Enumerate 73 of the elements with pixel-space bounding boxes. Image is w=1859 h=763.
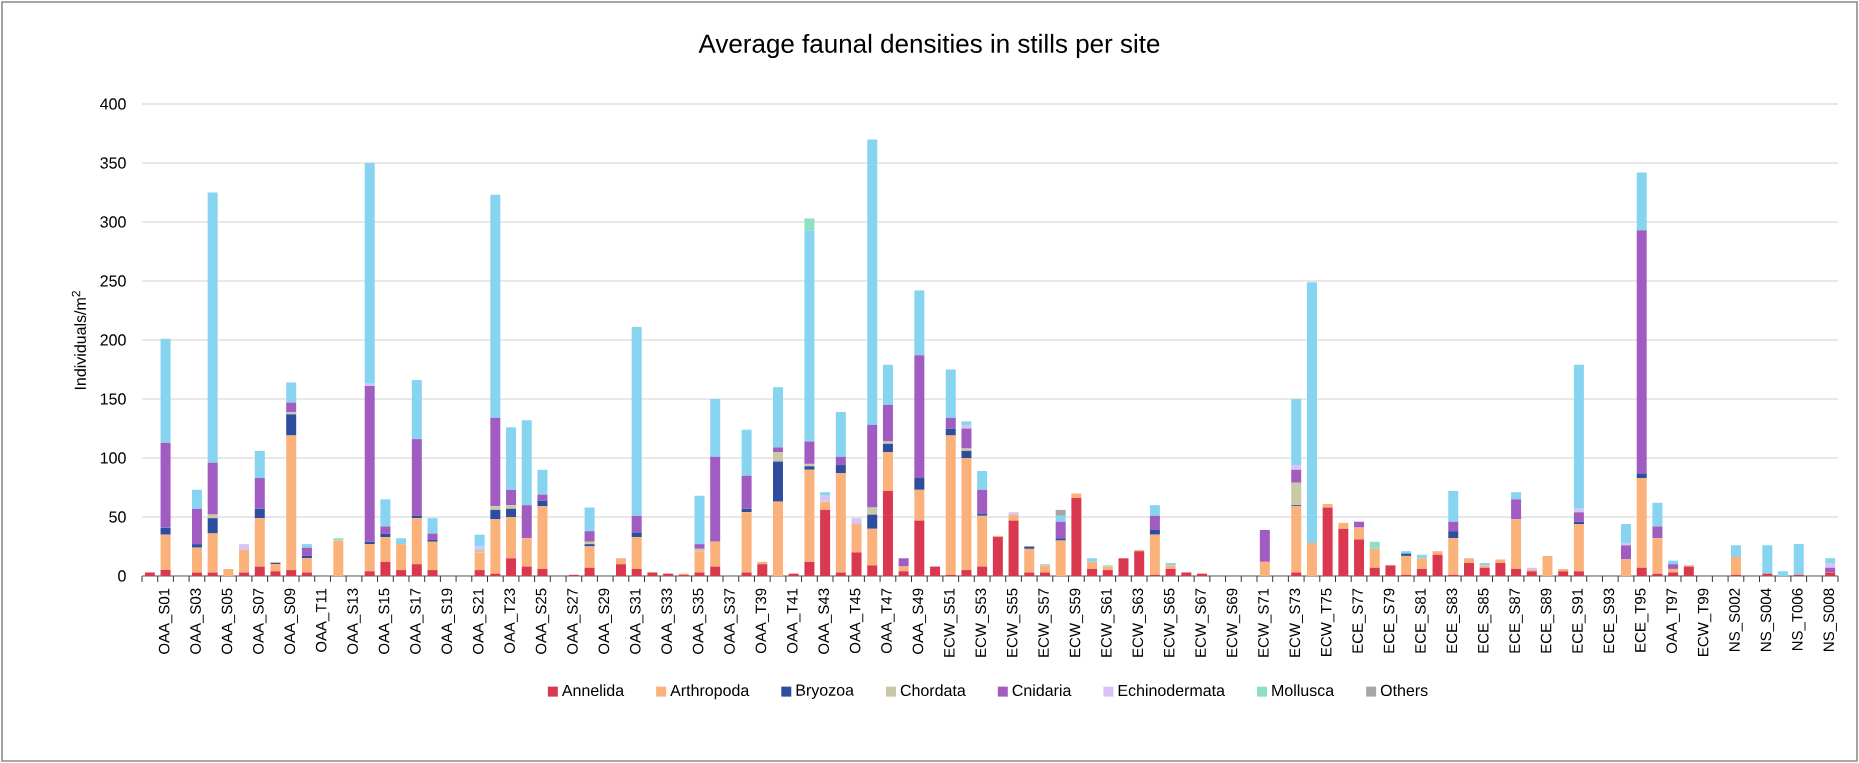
x-tick-label: ECE_S81 [1415,588,1429,653]
y-tick-label: 300 [100,216,126,228]
x-tick-label: ECW_S53 [975,588,989,657]
x-tick-label: OAA_S15 [378,588,393,654]
x-tick-label: ECW_S67 [1195,588,1209,657]
x-tick-label: ECW_S65 [1163,588,1178,657]
x-tick-label: ECW_S61 [1101,588,1115,657]
x-tick-label: OAA_S19 [441,588,455,654]
legend-label: Cnidaria [1012,684,1072,697]
x-tick-label: OAA_S27 [567,588,581,654]
x-tick-label: NS_S002 [1729,588,1743,651]
x-tick-label: ECW_S69 [1226,588,1241,657]
x-tick-label: OAA_S29 [598,588,612,654]
x-tick-label: OAA_T39 [755,588,770,654]
x-tick-label: ECW_S73 [1289,588,1303,657]
x-tick-label: OAA_S21 [472,588,487,654]
x-tick-label: ECE_S91 [1572,588,1586,653]
x-tick-label: ECW_T75 [1320,588,1335,656]
x-tick-label: ECE_S85 [1477,588,1492,653]
x-tick-label: OAA_S17 [410,588,424,654]
x-tick-label: NS_S008 [1823,588,1837,651]
x-tick-label: OAA_T97 [1666,588,1680,654]
x-tick-label: NS_T006 [1792,588,1806,651]
x-tick-label: OAA_S43 [818,588,832,654]
x-tick-label: ECE_S77 [1352,588,1366,653]
y-axis-title: Individuals/m$^{2}$ [71,291,86,390]
x-tick-label: OAA_S07 [253,588,267,654]
x-tick-label: ECE_S93 [1603,588,1618,653]
legend-label: Bryozoa [796,684,854,699]
legend-label: Annelida [561,684,625,697]
legend-label: Arthropoda [670,684,750,700]
y-tick-label: 400 [100,98,126,110]
x-tick-label: ECW_S57 [1038,588,1052,657]
x-tick-label: OAA_S25 [535,588,550,654]
legend-label: Mollusca [1272,684,1335,697]
y-tick-label: 250 [100,275,126,287]
x-tick-label: ECW_S55 [1006,588,1021,657]
x-tick-label: OAA_T23 [504,588,518,654]
x-tick-label: OAA_T11 [315,588,330,652]
x-tick-label: ECE_T95 [1634,588,1649,652]
x-tick-label: ECE_S89 [1540,588,1555,653]
y-tick-label: 200 [100,334,126,346]
x-tick-label: OAA_S01 [158,588,173,654]
x-tick-label: OAA_S49 [912,588,927,654]
x-tick-label: ECW_S63 [1132,588,1146,657]
x-tick-label: ECE_S83 [1446,588,1460,653]
x-tick-label: OAA_S13 [347,588,361,654]
x-tick-label: OAA_S09 [284,588,298,654]
y-tick-label: 0 [118,570,126,582]
x-tick-label: ECW_T99 [1697,588,1712,656]
x-tick-label: OAA_S37 [724,588,738,654]
x-tick-label: OAA_S31 [629,588,644,654]
x-tick-label: OAA_T41 [786,588,801,654]
x-tick-label: ECW_S59 [1069,588,1084,657]
y-tick-label: 350 [100,157,126,169]
x-tick-label: ECE_S79 [1383,588,1398,653]
x-tick-label: OAA_S03 [190,588,204,654]
x-tick-label: OAA_T45 [849,588,864,654]
x-tick-label: NS_S004 [1760,588,1775,651]
y-tick-label: 150 [100,393,126,405]
x-tick-label: ECE_S87 [1509,588,1523,653]
x-tick-label: OAA_S35 [692,588,707,654]
x-tick-label: OAA_T47 [881,588,895,654]
legend-label: Chordata [900,684,966,697]
y-tick-label: 50 [109,511,126,523]
x-tick-label: OAA_S33 [661,588,675,654]
legend-label: Echinodermata [1118,684,1225,697]
x-tick-label: ECW_S51 [944,588,958,657]
x-tick-label: ECW_S71 [1258,588,1272,657]
chart-title: Average faunal densities in stills per site [698,33,1160,59]
x-tick-label: OAA_S05 [221,588,236,654]
legend-label: Others [1380,684,1428,697]
y-tick-label: 100 [100,452,126,464]
